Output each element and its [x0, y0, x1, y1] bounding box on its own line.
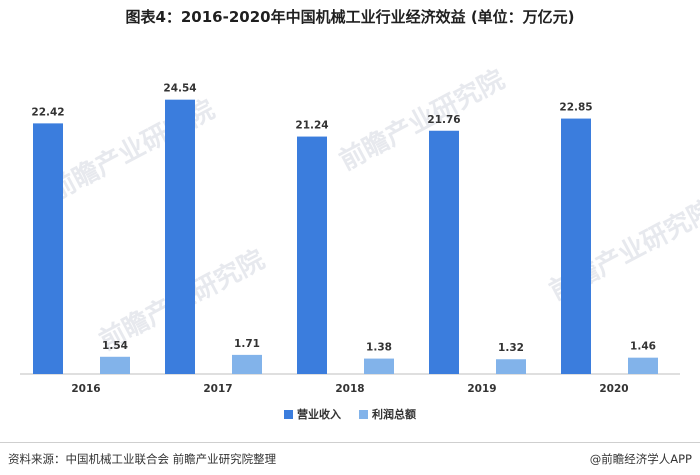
x-tick-label: 2020: [599, 383, 628, 395]
bar-chart: 22.42 1.54 2016 24.54 1.71 2017 21.24 1.38 2018 2…: [20, 83, 680, 395]
bar-profit-2017: [232, 354, 262, 374]
legend-item-revenue: 营业收入: [284, 406, 341, 422]
data-label: 22.85: [559, 102, 592, 114]
data-label: 1.32: [498, 342, 524, 354]
chart-title: 图表4：2016-2020年中国机械工业行业经济效益 (单位：万亿元): [125, 8, 575, 26]
x-tick-label: 2017: [203, 383, 232, 395]
legend: 营业收入 利润总额: [0, 406, 700, 422]
data-label: 1.71: [234, 338, 260, 350]
data-label: 21.76: [427, 114, 460, 126]
data-label: 1.46: [630, 341, 656, 353]
bar-profit-2018: [364, 358, 394, 374]
x-tick-label: 2018: [335, 383, 364, 395]
bar-profit-2019: [496, 359, 526, 374]
data-label: 1.54: [102, 340, 128, 352]
data-label: 24.54: [163, 83, 196, 95]
data-label: 1.38: [366, 342, 392, 354]
legend-label-revenue: 营业收入: [297, 408, 341, 421]
copyright-note: @前瞻经济学人APP: [589, 452, 692, 466]
legend-swatch-revenue: [284, 409, 293, 419]
bar-profit-2020: [628, 357, 658, 374]
bar-revenue-2019: [429, 130, 459, 374]
data-label: 21.24: [295, 120, 328, 132]
footer: 资料来源：中国机械工业联合会 前瞻产业研究院整理 @前瞻经济学人APP: [0, 442, 700, 475]
legend-swatch-profit: [359, 409, 368, 419]
bar-revenue-2018: [297, 136, 327, 374]
bar-revenue-2017: [165, 99, 195, 374]
data-label: 22.42: [31, 106, 64, 118]
legend-item-profit: 利润总额: [359, 406, 416, 422]
legend-label-profit: 利润总额: [372, 408, 416, 421]
bar-revenue-2020: [561, 118, 591, 374]
x-tick-label: 2019: [467, 383, 496, 395]
x-tick-label: 2016: [71, 383, 100, 395]
bar-revenue-2016: [33, 123, 63, 374]
source-note: 资料来源：中国机械工业联合会 前瞻产业研究院整理: [8, 452, 277, 466]
bar-profit-2016: [100, 356, 130, 374]
